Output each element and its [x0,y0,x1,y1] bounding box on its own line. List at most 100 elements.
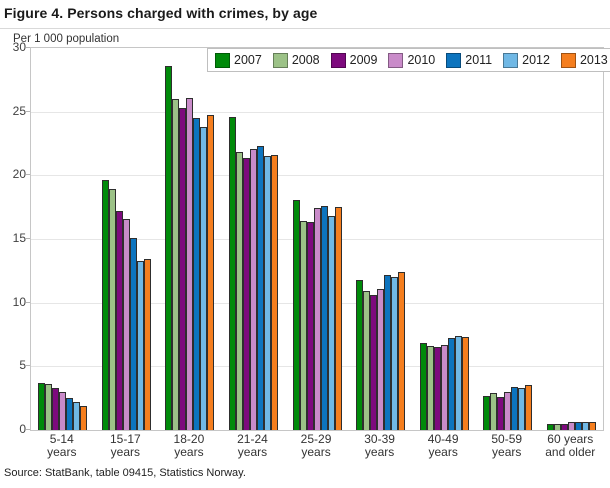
x-axis-label: 50-59 years [491,432,523,459]
bar-2012-40-49-years [454,336,462,430]
bar-2009-18-20-years [179,108,187,430]
legend: 2007 2008 2009 2010 2011 2012 2013 [207,48,610,72]
bar-2010-15-17-years [122,219,130,430]
legend-swatch-icon [330,52,346,68]
bar-2013-5-14-years [80,406,88,430]
bar-2011-25-29-years [320,206,328,430]
bar-2009-60-years-and-older [560,424,568,430]
bar-2011-5-14-years [66,398,74,430]
legend-swatch-icon [446,52,462,68]
legend-item-2011: 2011 [446,52,493,68]
y-tick-mark [26,238,30,239]
gridline [31,175,603,177]
bar-2009-5-14-years [52,388,60,430]
bar-2010-30-39-years [377,289,385,430]
bar-2008-30-39-years [363,291,371,430]
bar-2010-25-29-years [313,208,321,430]
legend-item-2013: 2013 [560,52,608,68]
bar-2011-18-20-years [193,118,201,430]
bar-2008-18-20-years [172,99,180,430]
bar-2013-30-39-years [398,272,406,430]
y-tick-label: 10 [12,294,26,309]
bar-group-25-29-years [285,48,349,430]
legend-item-2009: 2009 [330,52,378,68]
bar-2011-50-59-years [511,387,519,430]
bar-2012-18-20-years [200,127,208,430]
legend-swatch-icon [215,52,230,68]
x-axis-label: 25-29 years [300,432,332,459]
bar-2010-21-24-years [249,149,257,430]
bar-group-40-49-years [412,48,476,430]
bar-2008-25-29-years [299,221,307,430]
bar-2008-15-17-years [108,189,116,430]
bar-2007-25-29-years [292,200,300,430]
legend-label: 2009 [349,53,378,67]
bar-2007-30-39-years [356,280,364,430]
bar-2007-40-49-years [419,343,427,430]
bar-2009-40-49-years [433,347,441,430]
legend-swatch-icon [388,52,404,68]
bar-2013-60-years-and-older [588,422,596,430]
bar-2012-50-59-years [518,388,526,430]
bar-2009-15-17-years [115,211,123,430]
bar-2012-5-14-years [73,402,81,430]
plot-area [30,47,604,431]
bar-2013-40-49-years [461,337,469,430]
bar-2007-60-years-and-older [546,424,554,430]
legend-item-2007: 2007 [215,52,262,68]
bar-2012-21-24-years [263,156,271,430]
bar-group-21-24-years [222,48,286,430]
bar-2009-30-39-years [370,295,378,430]
bar-2013-50-59-years [525,385,533,430]
y-tick-label: 0 [19,422,26,436]
y-axis-title: Per 1 000 population [13,33,120,45]
legend-item-2008: 2008 [272,52,320,68]
gridline [31,111,603,113]
y-tick-label: 25 [12,103,26,118]
y-tick-mark [26,174,30,176]
y-tick-mark [26,47,30,48]
source-note: Source: StatBank, table 09415, Statistic… [4,467,246,479]
bar-2013-25-29-years [334,207,342,430]
y-tick-label: 5 [19,358,26,373]
bar-2011-21-24-years [256,146,264,430]
legend-label: 2013 [579,53,608,67]
bar-2011-30-39-years [384,275,392,430]
bar-2010-50-59-years [504,392,512,430]
y-tick-mark [26,110,30,112]
y-tick-mark [26,301,30,303]
x-axis-label: 30-39 years [364,432,395,459]
chart-title: Figure 4. Persons charged with crimes, b… [4,5,318,21]
bar-2013-15-17-years [143,259,151,430]
bar-2012-30-39-years [391,277,399,430]
bar-2007-5-14-years [38,383,46,430]
x-axis-label: 5-14 years [47,432,77,459]
bar-2013-18-20-years [207,115,215,430]
bar-2011-15-17-years [129,238,137,430]
bar-2012-25-29-years [327,216,335,430]
bar-2008-40-49-years [426,346,434,430]
title-divider [0,28,610,29]
bar-2008-50-59-years [490,393,498,430]
bar-2007-15-17-years [101,180,109,430]
x-axis-label: 60 years and older [545,432,596,459]
legend-label: 2012 [522,53,550,67]
legend-label: 2011 [465,53,493,67]
bar-2010-40-49-years [440,345,448,430]
legend-label: 2007 [234,53,262,67]
y-tick-mark [26,365,30,367]
bar-2010-60-years-and-older [567,422,575,430]
bar-2012-60-years-and-older [581,422,589,430]
bar-2011-40-49-years [447,338,455,430]
legend-label: 2010 [407,53,436,67]
legend-swatch-icon [503,52,519,68]
bar-groups [31,48,603,430]
bar-group-18-20-years [158,48,222,430]
y-tick-label: 15 [12,231,26,245]
bar-2008-21-24-years [235,152,243,430]
x-axis-label: 21-24 years [237,432,268,459]
bar-2012-15-17-years [136,261,144,430]
bar-2008-60-years-and-older [553,424,561,430]
bar-group-50-59-years [476,48,540,430]
